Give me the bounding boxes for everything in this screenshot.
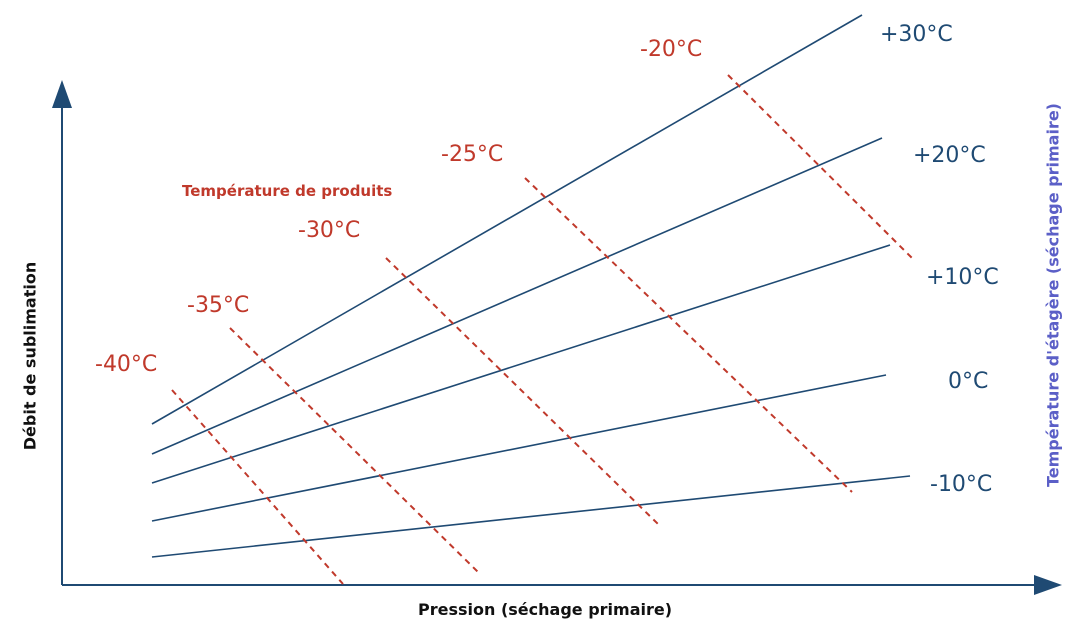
product-legend-title: Température de produits <box>182 182 393 200</box>
shelf-line-plus30 <box>151 14 863 425</box>
shelf-label-minus10: -10°C <box>930 472 993 497</box>
shelf-label-zero: 0°C <box>948 369 989 394</box>
product-label-minus25: -25°C <box>441 142 504 167</box>
product-label-minus30: -30°C <box>298 218 361 243</box>
right-axis-label: Température d'étagère (séchage primaire) <box>1043 103 1063 487</box>
shelf-line-plus10 <box>151 244 891 484</box>
product-label-minus35: -35°C <box>187 293 250 318</box>
y-axis-label: Débit de sublimation <box>20 261 40 451</box>
shelf-line-plus20 <box>151 137 883 455</box>
product-label-minus40: -40°C <box>95 352 158 377</box>
product-line-minus30 <box>385 257 659 525</box>
product-label-minus20: -20°C <box>640 37 703 62</box>
product-line-minus35 <box>229 327 479 573</box>
shelf-line-zero <box>151 374 887 522</box>
product-line-minus20 <box>727 74 913 259</box>
shelf-label-plus20: +20°C <box>913 143 986 168</box>
shelf-line-minus10 <box>151 475 911 558</box>
x-axis-arrow <box>1034 575 1062 595</box>
shelf-label-plus30: +30°C <box>880 22 953 47</box>
product-line-minus25 <box>524 177 853 493</box>
product-line-minus40 <box>171 389 344 585</box>
y-axis-arrow <box>52 80 72 108</box>
x-axis-label: Pression (séchage primaire) <box>418 600 673 619</box>
shelf-label-plus10: +10°C <box>926 265 999 290</box>
